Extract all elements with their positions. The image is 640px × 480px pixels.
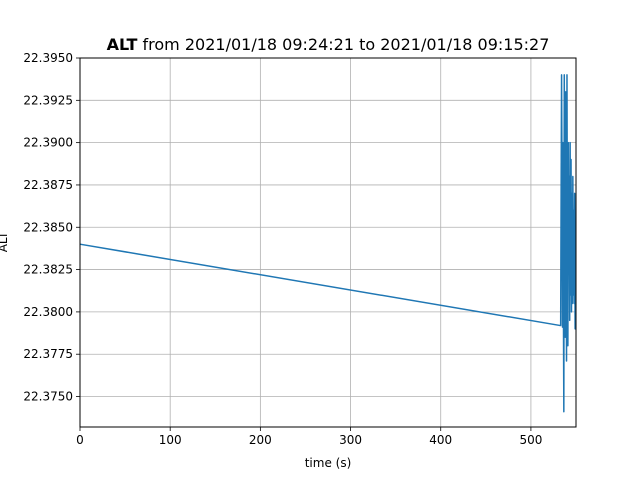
y-tick-label: 22.3900: [23, 136, 73, 150]
y-tick-label: 22.3925: [23, 93, 73, 107]
y-tick-label: 22.3950: [23, 51, 73, 65]
x-tick-label: 400: [429, 433, 452, 447]
y-tick-label: 22.3850: [23, 220, 73, 234]
y-tick-label: 22.3750: [23, 390, 73, 404]
y-tick-label: 22.3875: [23, 178, 73, 192]
x-axis-ticks: 0 100 200 300 400 500: [76, 427, 542, 447]
x-tick-label: 100: [159, 433, 182, 447]
chart-title-rest: from 2021/01/18 09:24:21 to 2021/01/18 0…: [137, 35, 549, 54]
x-tick-label: 500: [519, 433, 542, 447]
y-axis-label: ALT: [0, 231, 10, 252]
x-axis-label: time (s): [305, 456, 352, 470]
y-tick-label: 22.3775: [23, 347, 73, 361]
series-layer: [79, 74, 577, 413]
x-tick-label: 0: [76, 433, 84, 447]
chart-title-bold: ALT: [107, 35, 138, 54]
y-tick-label: 22.3825: [23, 263, 73, 277]
grid: [79, 57, 576, 427]
chart-title: ALT from 2021/01/18 09:24:21 to 2021/01/…: [107, 35, 550, 54]
series-line: [79, 74, 577, 413]
x-tick-label: 200: [249, 433, 272, 447]
y-axis-ticks: 22.3750 22.3775 22.3800 22.3825 22.3850 22.38…: [23, 51, 80, 404]
x-tick-label: 300: [339, 433, 362, 447]
plot-frame: [79, 57, 577, 428]
y-tick-label: 22.3800: [23, 305, 73, 319]
